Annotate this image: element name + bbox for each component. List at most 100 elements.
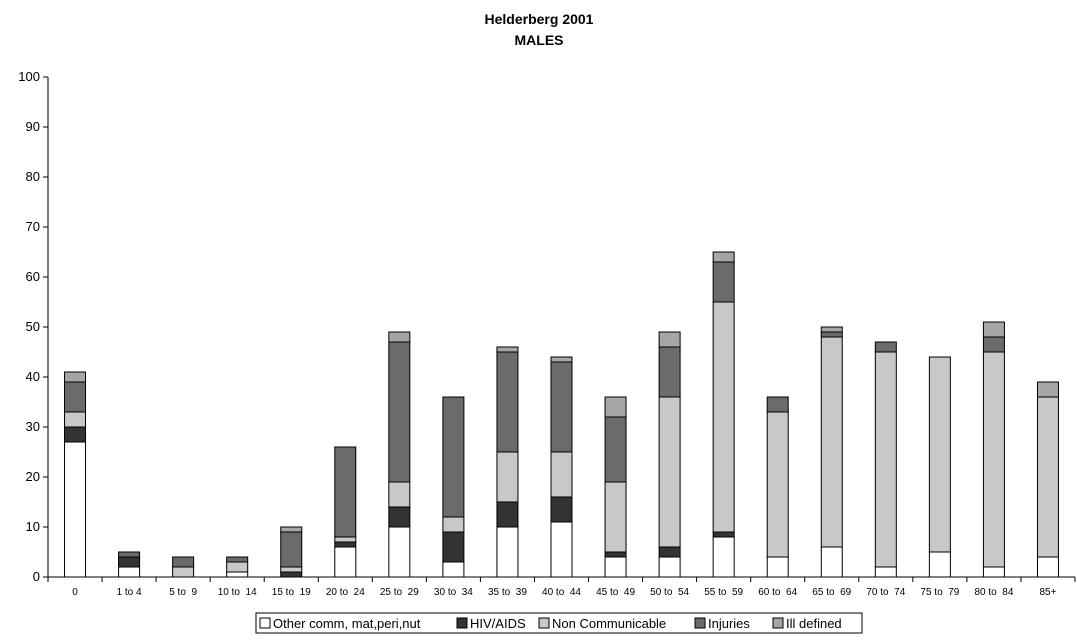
bar-segment-hiv-aids <box>442 531 465 563</box>
chart-subtitle: MALES <box>515 32 564 48</box>
y-tick-label: 80 <box>26 169 40 184</box>
bar-segment-ill-defined <box>388 331 411 343</box>
bar-segment-non-communicable <box>712 301 735 533</box>
legend-label: HIV/AIDS <box>470 616 526 631</box>
bar-segment-injuries <box>442 396 465 518</box>
bar-segment-other-comm-mat-peri-nut <box>64 441 87 578</box>
x-tick-label: 20 to 24 <box>326 587 365 598</box>
bar-segment-other-comm-mat-peri-nut <box>226 571 249 578</box>
x-tick-label: 85+ <box>1039 587 1056 598</box>
bar-segment-non-communicable <box>874 351 897 568</box>
bar-segment-hiv-aids <box>496 501 519 528</box>
bar-segment-non-communicable <box>172 566 195 578</box>
y-tick-label: 30 <box>26 419 40 434</box>
x-tick-label: 5 to 9 <box>169 587 197 598</box>
legend-label: Non Communicable <box>552 616 666 631</box>
x-tick-label: 30 to 34 <box>434 587 473 598</box>
bar-segment-non-communicable <box>928 356 951 553</box>
legend-label: Ill defined <box>786 616 842 631</box>
bar-segment-ill-defined <box>64 371 87 383</box>
x-tick-label: 55 to 59 <box>704 587 743 598</box>
bar-segment-hiv-aids <box>118 556 141 568</box>
bar-segment-ill-defined <box>496 346 519 353</box>
legend-label: Injuries <box>708 616 750 631</box>
bar-segment-other-comm-mat-peri-nut <box>874 566 897 578</box>
bar-segment-non-communicable <box>64 411 87 428</box>
bar-segment-other-comm-mat-peri-nut <box>550 521 573 578</box>
bar-segment-injuries <box>334 446 357 538</box>
bar-segment-injuries <box>658 346 681 398</box>
bar-segment-other-comm-mat-peri-nut <box>658 556 681 578</box>
bar-segment-ill-defined <box>604 396 627 418</box>
bar-segment-hiv-aids <box>712 531 735 538</box>
bar-segment-non-communicable <box>604 481 627 553</box>
bar-segment-non-communicable <box>982 351 1005 568</box>
bar-segment-other-comm-mat-peri-nut <box>820 546 843 578</box>
bar-segment-hiv-aids <box>388 506 411 528</box>
bar-segment-hiv-aids <box>64 426 87 443</box>
bar-segment-injuries <box>226 556 249 563</box>
bar-segment-other-comm-mat-peri-nut <box>766 556 789 578</box>
legend: Other comm, mat,peri,nut HIV/AIDS Non Comm… <box>255 612 863 634</box>
bar-segment-non-communicable <box>334 536 357 543</box>
bars <box>64 251 1059 578</box>
bar-segment-other-comm-mat-peri-nut <box>388 526 411 578</box>
y-tick-label: 70 <box>26 219 40 234</box>
legend-swatch <box>259 617 271 629</box>
bar-segment-ill-defined <box>550 356 573 363</box>
bar-segment-injuries <box>712 261 735 303</box>
x-tick-label: 60 to 64 <box>758 587 797 598</box>
bar-segment-non-communicable <box>226 561 249 573</box>
bar-segment-hiv-aids <box>550 496 573 523</box>
y-tick-label: 50 <box>26 319 40 334</box>
y-axis-ticks: 0 10 20 30 40 50 60 70 80 90 100 <box>18 69 48 584</box>
bar-segment-non-communicable <box>820 336 843 548</box>
y-tick-label: 90 <box>26 119 40 134</box>
bar-segment-injuries <box>280 531 303 568</box>
bar-segment-other-comm-mat-peri-nut <box>982 566 1005 578</box>
bar-segment-hiv-aids <box>604 551 627 558</box>
bar-segment-other-comm-mat-peri-nut <box>334 546 357 578</box>
x-tick-label: 75 to 79 <box>920 587 959 598</box>
bar-segment-injuries <box>766 396 789 413</box>
bar-segment-non-communicable <box>388 481 411 508</box>
bar-segment-ill-defined <box>658 331 681 348</box>
bar-segment-other-comm-mat-peri-nut <box>604 556 627 578</box>
bar-segment-ill-defined <box>820 326 843 333</box>
bar-segment-ill-defined <box>712 251 735 263</box>
legend-swatch <box>456 617 468 629</box>
legend-swatch <box>772 617 784 629</box>
bar-segment-hiv-aids <box>334 541 357 548</box>
bar-segment-other-comm-mat-peri-nut <box>1036 556 1059 578</box>
bar-segment-other-comm-mat-peri-nut <box>712 536 735 578</box>
bar-segment-non-communicable <box>1036 396 1059 558</box>
x-tick-label: 50 to 54 <box>650 587 689 598</box>
bar-segment-hiv-aids <box>658 546 681 558</box>
y-tick-label: 100 <box>18 69 40 84</box>
bar-segment-injuries <box>172 556 195 568</box>
bar-segment-injuries <box>550 361 573 453</box>
bar-segment-non-communicable <box>550 451 573 498</box>
legend-label: Other comm, mat,peri,nut <box>273 616 421 631</box>
bar-segment-injuries <box>604 416 627 483</box>
bar-segment-other-comm-mat-peri-nut <box>928 551 951 578</box>
y-tick-label: 10 <box>26 519 40 534</box>
bar-segment-injuries <box>118 551 141 558</box>
x-tick-label: 0 <box>72 587 78 598</box>
legend-swatch <box>538 617 550 629</box>
bar-segment-injuries <box>874 341 897 353</box>
x-tick-label: 25 to 29 <box>380 587 419 598</box>
bar-segment-other-comm-mat-peri-nut <box>496 526 519 578</box>
y-tick-label: 60 <box>26 269 40 284</box>
x-tick-label: 15 to 19 <box>272 587 311 598</box>
bar-segment-injuries <box>982 336 1005 353</box>
bar-segment-injuries <box>496 351 519 453</box>
bar-segment-injuries <box>388 341 411 483</box>
x-tick-label: 35 to 39 <box>488 587 527 598</box>
x-tick-label: 65 to 69 <box>812 587 851 598</box>
x-tick-label: 10 to 14 <box>218 587 257 598</box>
chart-title: Helderberg 2001 <box>485 11 594 27</box>
bar-segment-other-comm-mat-peri-nut <box>442 561 465 578</box>
bar-segment-non-communicable <box>280 566 303 573</box>
x-tick-label: 70 to 74 <box>866 587 905 598</box>
